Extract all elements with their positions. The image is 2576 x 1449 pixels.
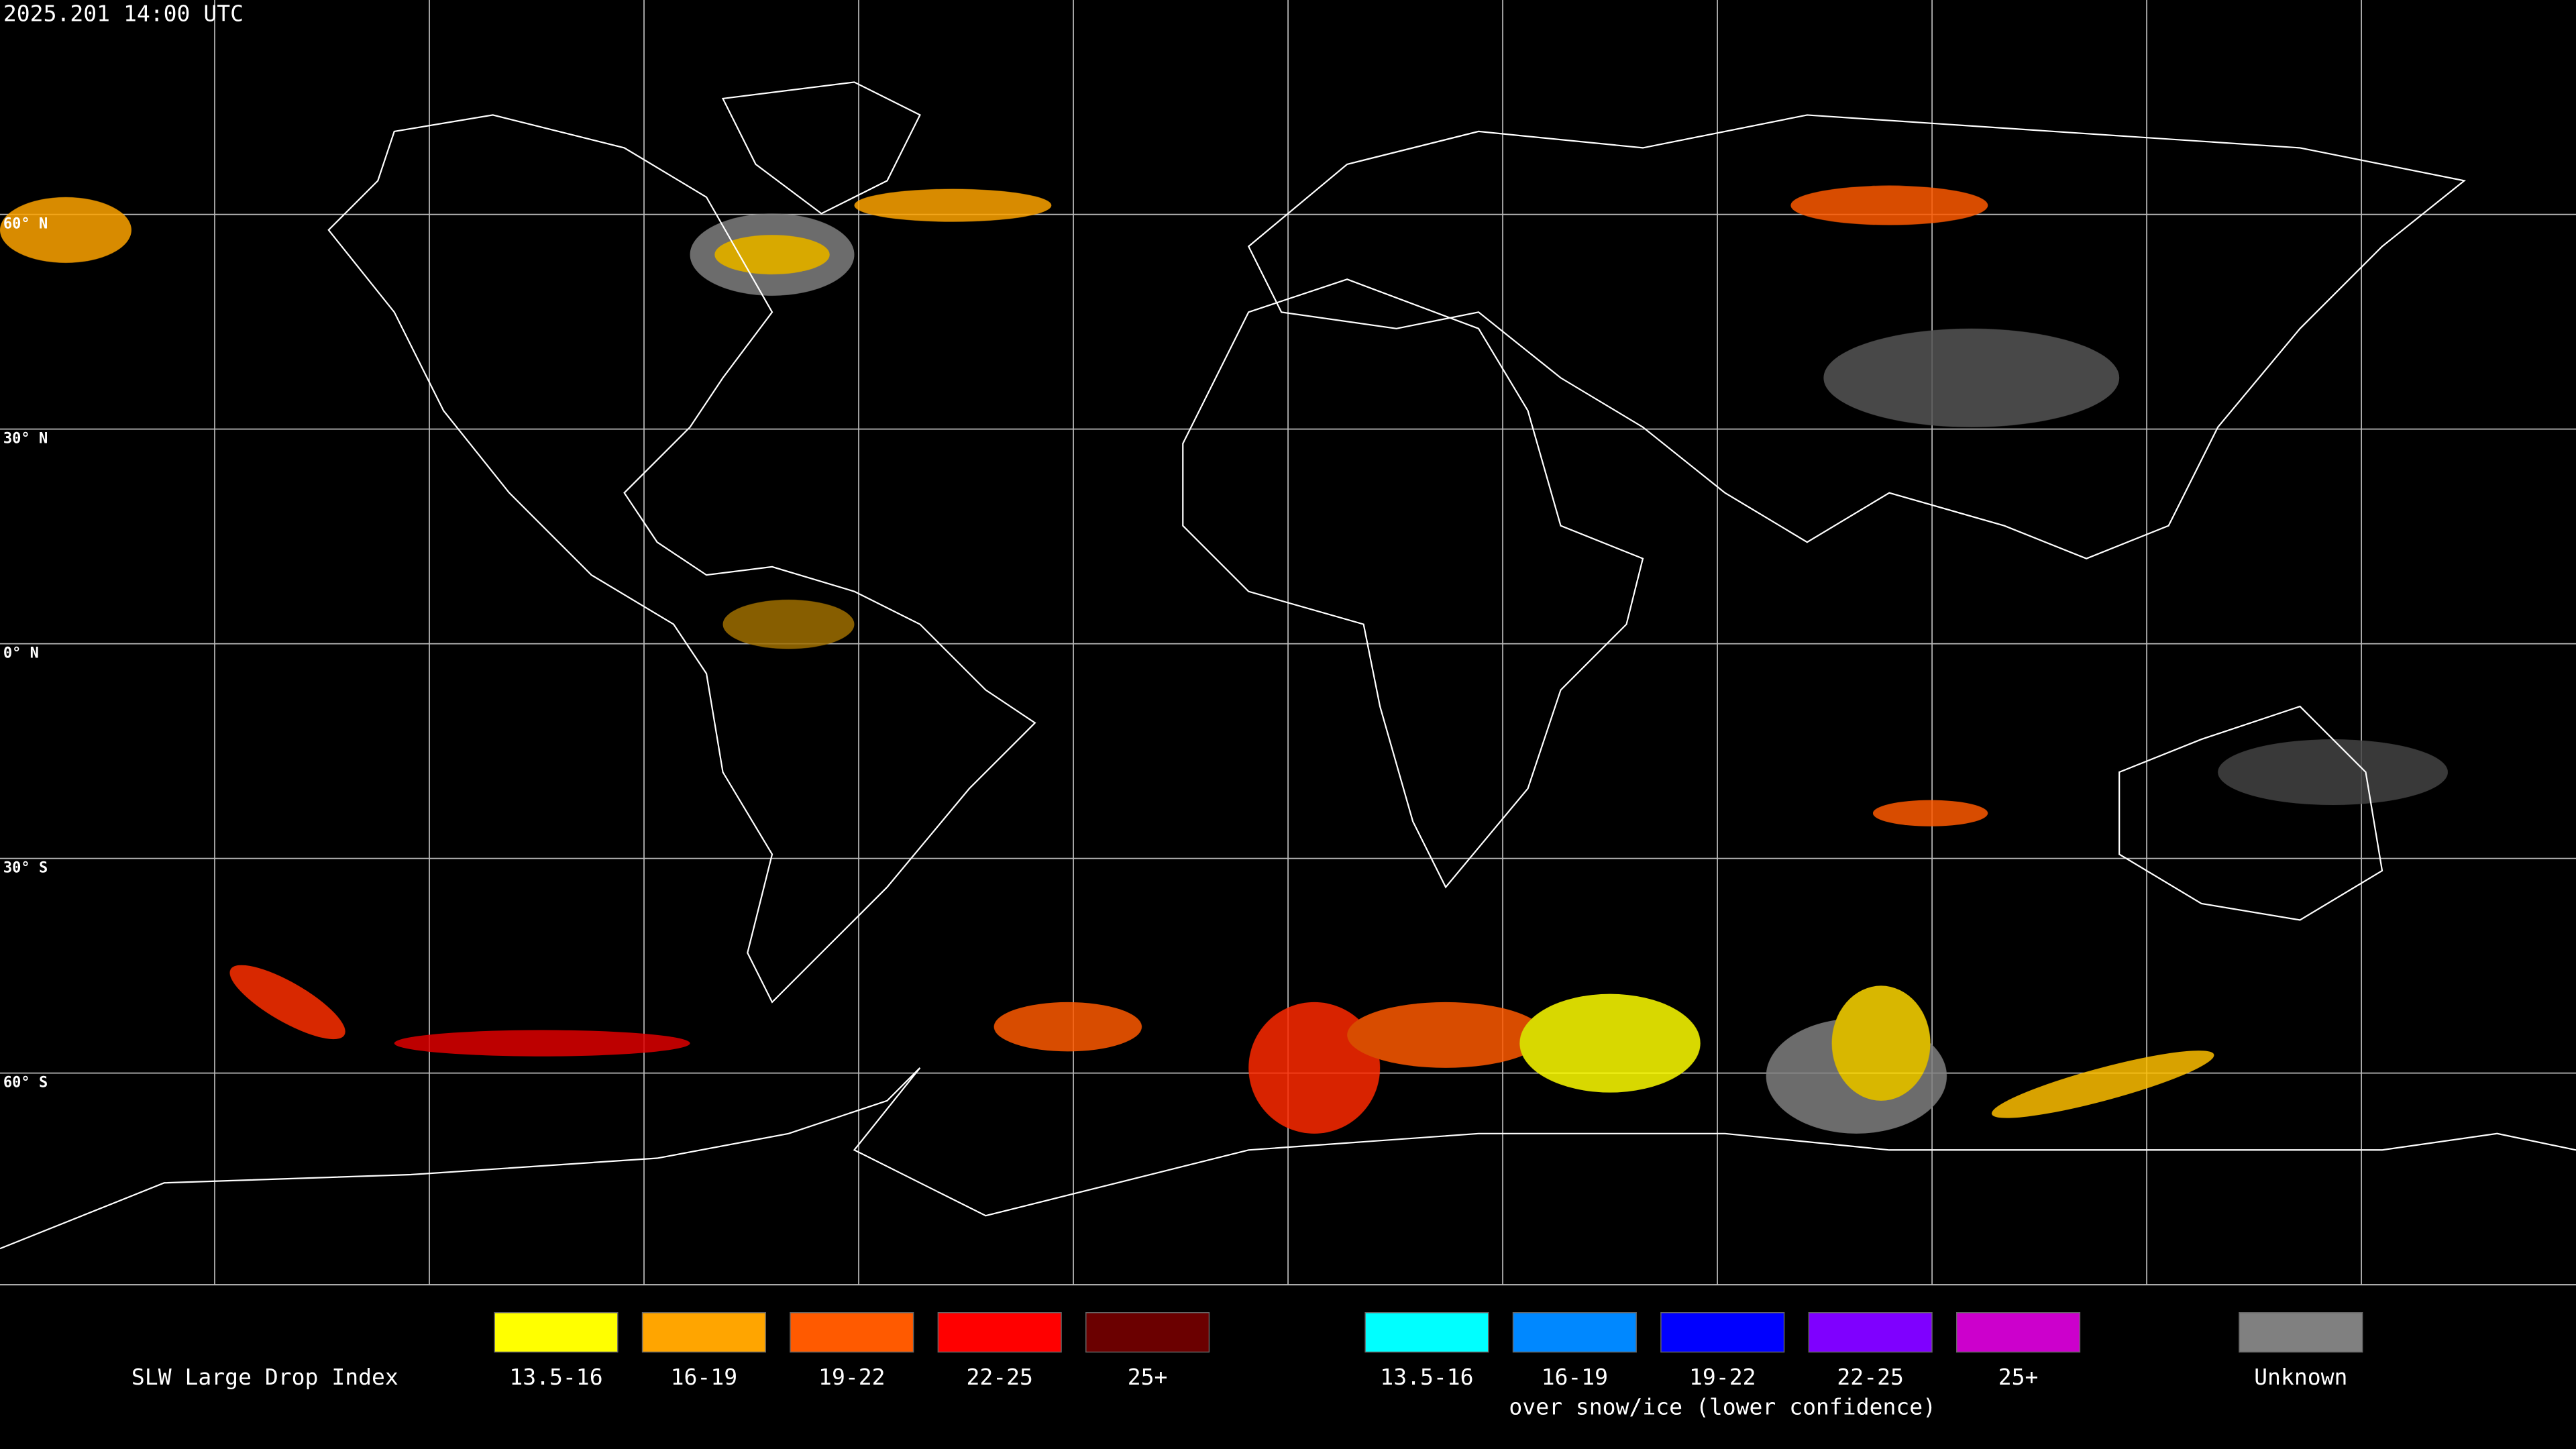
legend-label: Unknown bbox=[2254, 1364, 2347, 1390]
latitude-labels: 60° N 30° N 0° N 30° S 60° S bbox=[3, 215, 48, 1091]
unknown-patch bbox=[1823, 328, 2120, 427]
legend-label: 22-25 bbox=[966, 1364, 1032, 1390]
coastline bbox=[1247, 114, 2467, 559]
coastline bbox=[2118, 705, 2383, 921]
slw-patch bbox=[1347, 1002, 1545, 1068]
legend-label: 16-19 bbox=[671, 1364, 737, 1390]
slw-patch bbox=[714, 235, 830, 274]
legend-label: 25+ bbox=[1128, 1364, 1168, 1390]
legend-swatch bbox=[1660, 1312, 1785, 1353]
latitude-label: 60° S bbox=[3, 1074, 48, 1091]
coastline bbox=[327, 114, 1036, 1004]
legend-swatch bbox=[1956, 1312, 2081, 1353]
legend: SLW Large Drop Index 13.5-16 16-19 19-22 22… bbox=[131, 1312, 2363, 1419]
legend-swatch bbox=[494, 1312, 619, 1353]
slw-patch bbox=[394, 1030, 690, 1057]
latitude-label: 30° N bbox=[3, 430, 48, 447]
legend-swatch bbox=[1364, 1312, 1489, 1353]
slw-patch bbox=[994, 1002, 1142, 1052]
slw-patch bbox=[854, 189, 1052, 222]
legend-label: 13.5-16 bbox=[1380, 1364, 1473, 1390]
legend-label: 22-25 bbox=[1837, 1364, 1903, 1390]
legend-swatch bbox=[2239, 1312, 2363, 1353]
coastlines bbox=[0, 81, 2576, 1250]
slw-patch bbox=[722, 599, 855, 649]
legend-label: 13.5-16 bbox=[509, 1364, 602, 1390]
legend-label: 19-22 bbox=[818, 1364, 885, 1390]
slw-patch bbox=[1991, 1051, 2214, 1118]
coastline bbox=[0, 1067, 2576, 1250]
latitude-label: 60° N bbox=[3, 215, 48, 232]
coastline bbox=[721, 81, 921, 215]
legend-swatch bbox=[790, 1312, 914, 1353]
coastline bbox=[1182, 278, 1644, 889]
legend-swatch bbox=[1085, 1312, 1210, 1353]
latitude-label: 0° N bbox=[3, 645, 39, 661]
legend-label: 16-19 bbox=[1542, 1364, 1608, 1390]
legend-swatch bbox=[1808, 1312, 1933, 1353]
timestamp: 2025.201 14:00 UTC bbox=[3, 1, 244, 27]
slw-patch bbox=[1831, 985, 1931, 1101]
legend-label: 19-22 bbox=[1689, 1364, 1756, 1390]
legend-caption: over snow/ice (lower confidence) bbox=[1509, 1393, 1936, 1419]
unknown-patch bbox=[2218, 739, 2448, 805]
slw-patch bbox=[0, 197, 131, 263]
legend-swatch bbox=[641, 1312, 766, 1353]
slw-patch bbox=[1519, 994, 1701, 1093]
slw-patch bbox=[229, 965, 345, 1040]
legend-swatch bbox=[1512, 1312, 1637, 1353]
legend-title: SLW Large Drop Index bbox=[131, 1364, 398, 1390]
cloud-patches bbox=[0, 185, 2448, 1134]
legend-label: 25+ bbox=[1998, 1364, 2039, 1390]
latitude-label: 30° S bbox=[3, 859, 48, 876]
legend-swatch bbox=[937, 1312, 1062, 1353]
slw-patch bbox=[1872, 800, 1988, 826]
slw-patch bbox=[1790, 185, 1988, 225]
